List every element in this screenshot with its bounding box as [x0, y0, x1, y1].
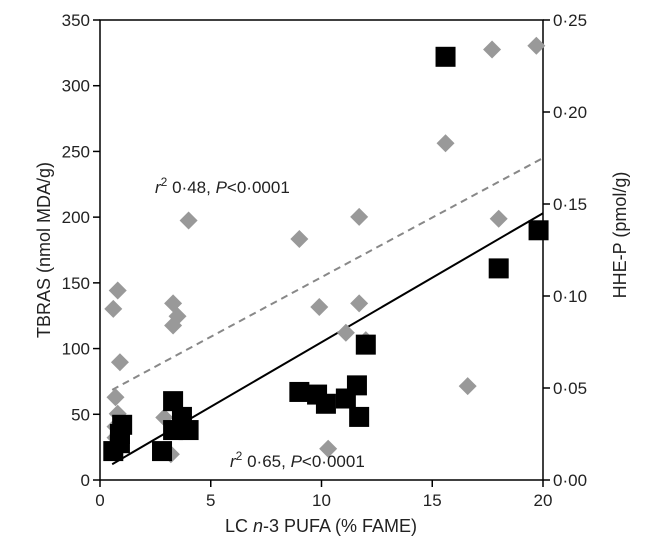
y-right-tick-label: 0·15 — [553, 195, 587, 214]
upper-r-sup: 2 — [161, 175, 168, 189]
diamond-point — [458, 377, 477, 396]
y-left-tick-label: 0 — [81, 471, 90, 490]
diamond-point — [483, 40, 502, 59]
square-point — [355, 334, 376, 355]
square-point — [346, 375, 367, 396]
diamond-point — [527, 36, 546, 55]
y-right-ticks: 0·00 0·05 0·10 0·15 0·20 0·25 — [543, 11, 587, 490]
y-left-tick-label: 50 — [71, 405, 90, 424]
diamond-point — [319, 439, 338, 458]
upper-regression-label: r2 0·48, P<0·0001 — [155, 175, 290, 197]
diamond-point — [290, 229, 309, 248]
x-tick-label: 10 — [312, 491, 331, 510]
lower-r-value: 0·65, — [242, 452, 290, 471]
dashed-trendline — [111, 157, 544, 391]
y-left-tick-label: 100 — [62, 340, 90, 359]
square-point — [163, 391, 184, 412]
y-right-axis-title: HHE-P (pmol/g) — [610, 172, 630, 299]
upper-p: P — [216, 178, 228, 197]
square-point — [349, 406, 370, 427]
y-left-axis-title: TBRAS (nmol MDA/g) — [34, 162, 54, 338]
lower-r-sup: 2 — [236, 449, 243, 463]
square-point — [435, 46, 456, 67]
diamond-point — [164, 316, 183, 335]
diamond-point — [436, 134, 455, 153]
square-point — [315, 393, 336, 414]
diamond-point — [489, 209, 508, 228]
square-point — [528, 220, 549, 241]
square-point — [289, 381, 310, 402]
y-left-tick-label: 150 — [62, 274, 90, 293]
diamond-point — [106, 388, 125, 407]
lower-r: r — [230, 452, 237, 471]
upper-r: r — [155, 178, 162, 197]
x-axis-title-post: -3 PUFA (% FAME) — [263, 516, 417, 536]
lower-regression-label: r2 0·65, P<0·0001 — [230, 449, 365, 471]
diamond-point — [108, 281, 127, 300]
x-axis-title: LC n-3 PUFA (% FAME) — [225, 516, 417, 536]
y-right-tick-label: 0·10 — [553, 287, 587, 306]
x-axis-title-n: n — [253, 516, 263, 536]
square-point — [178, 420, 199, 441]
lower-p: P — [291, 452, 303, 471]
upper-p-value: <0·0001 — [227, 178, 290, 197]
diamond-point — [310, 298, 329, 317]
diamond-point — [350, 207, 369, 226]
square-point — [112, 414, 133, 435]
diamond-point — [179, 211, 198, 230]
diamond-series — [104, 36, 546, 464]
y-left-tick-label: 250 — [62, 142, 90, 161]
lower-p-value: <0·0001 — [302, 452, 365, 471]
y-left-tick-label: 300 — [62, 77, 90, 96]
y-right-tick-label: 0·25 — [553, 11, 587, 30]
y-left-tick-label: 200 — [62, 208, 90, 227]
diamond-point — [336, 323, 355, 342]
y-right-tick-label: 0·20 — [553, 103, 587, 122]
x-tick-label: 0 — [95, 491, 104, 510]
diamond-point — [104, 299, 123, 318]
y-right-tick-label: 0·05 — [553, 379, 587, 398]
square-point — [152, 441, 173, 462]
square-series — [103, 46, 549, 462]
x-tick-label: 5 — [206, 491, 215, 510]
x-ticks: 0 5 10 15 20 — [95, 480, 552, 510]
y-right-tick-label: 0·00 — [553, 471, 587, 490]
y-left-tick-label: 350 — [62, 11, 90, 30]
diamond-point — [350, 294, 369, 313]
diamond-point — [110, 353, 129, 372]
x-axis-title-pre: LC — [225, 516, 253, 536]
upper-r-value: 0·48, — [167, 178, 215, 197]
y-left-ticks: 0 50 100 150 200 250 300 350 — [62, 11, 100, 490]
x-tick-label: 20 — [534, 491, 553, 510]
x-tick-label: 15 — [423, 491, 442, 510]
square-point — [488, 258, 509, 279]
